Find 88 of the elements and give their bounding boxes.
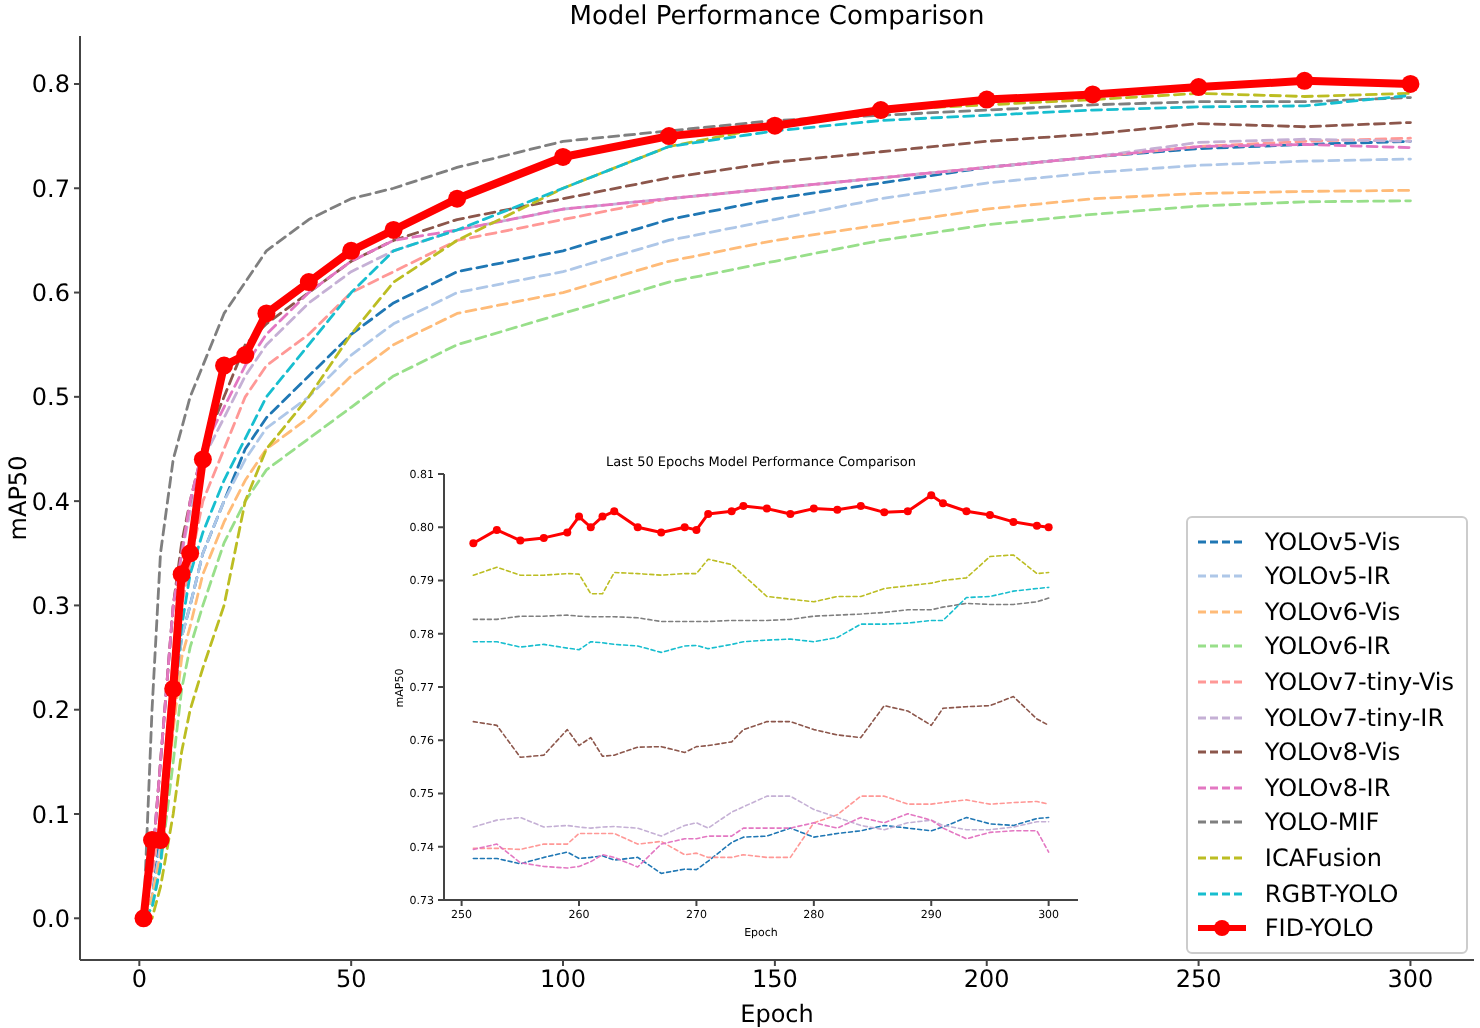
legend-label: YOLOv8-Vis xyxy=(1264,738,1401,767)
point xyxy=(833,505,842,514)
chart-title: Model Performance Comparison xyxy=(567,2,987,32)
line-series xyxy=(472,554,1050,603)
line-series xyxy=(472,597,1050,623)
point xyxy=(1032,521,1041,530)
point xyxy=(299,273,318,292)
point xyxy=(856,501,865,510)
point xyxy=(786,509,795,518)
legend-label: YOLOv7-tiny-IR xyxy=(1264,703,1445,732)
point xyxy=(1295,71,1314,90)
point xyxy=(977,90,996,109)
legend-label: RGBT-YOLO xyxy=(1264,879,1399,908)
point xyxy=(1044,523,1053,532)
point xyxy=(469,539,478,548)
point xyxy=(762,504,771,513)
point xyxy=(257,304,276,323)
legend-label: YOLOv5-IR xyxy=(1264,562,1391,591)
x-tick-label: 100 xyxy=(540,965,586,994)
point xyxy=(704,509,713,518)
point xyxy=(985,511,994,519)
point xyxy=(215,356,234,375)
point xyxy=(962,507,971,516)
line-series xyxy=(472,795,1050,859)
point xyxy=(938,499,947,508)
legend-label: YOLOv8-IR xyxy=(1264,773,1391,802)
y-tick-label: 0.7 xyxy=(31,174,70,203)
point xyxy=(492,525,501,534)
point xyxy=(172,565,191,584)
x-tick-label: 250 xyxy=(1175,965,1222,994)
point xyxy=(727,507,736,516)
point xyxy=(193,450,212,469)
y-tick-label: 0.5 xyxy=(31,383,70,412)
y-tick-label: 0.1 xyxy=(31,800,70,829)
point xyxy=(657,528,666,537)
line-series xyxy=(472,695,1050,759)
point xyxy=(342,241,361,260)
point xyxy=(516,536,525,545)
y-tick-label: 0.2 xyxy=(31,696,70,725)
point xyxy=(1189,78,1208,97)
legend-label: YOLO-MIF xyxy=(1264,808,1380,837)
x-tick-label: 150 xyxy=(751,965,798,994)
point xyxy=(575,512,584,521)
point xyxy=(1083,85,1102,104)
point xyxy=(384,220,403,239)
point xyxy=(1009,517,1018,526)
point xyxy=(692,525,701,534)
legend-label: YOLOv6-Vis xyxy=(1264,597,1401,626)
legend-label: YOLOv5-Vis xyxy=(1264,527,1401,556)
point xyxy=(903,507,912,516)
y-tick-label: 0.4 xyxy=(31,487,70,516)
point xyxy=(880,508,889,517)
point xyxy=(610,507,619,516)
point xyxy=(134,909,153,928)
legend-label: ICAFusion xyxy=(1264,844,1382,873)
y-axis-title: mAP50 xyxy=(4,455,32,541)
point xyxy=(659,127,678,146)
point xyxy=(871,101,890,120)
x-tick-label: 300 xyxy=(1387,965,1434,994)
point xyxy=(563,528,572,537)
point xyxy=(586,523,595,532)
x-tick-label: 0 xyxy=(131,965,147,994)
point xyxy=(554,147,573,166)
point xyxy=(539,533,548,542)
legend-label: FID-YOLO xyxy=(1264,914,1374,943)
point xyxy=(739,501,748,510)
point xyxy=(927,491,936,500)
point xyxy=(633,523,642,532)
y-tick-label: 0.3 xyxy=(31,591,70,620)
x-tick-label: 50 xyxy=(335,965,367,994)
line-series xyxy=(472,586,1050,654)
y-tick-label: 0.6 xyxy=(31,279,70,308)
point xyxy=(181,544,200,563)
point xyxy=(809,504,818,513)
legend-label: YOLOv6-IR xyxy=(1264,632,1391,661)
point xyxy=(765,116,784,135)
point xyxy=(680,523,689,532)
y-tick-label: 0.0 xyxy=(31,904,70,933)
point xyxy=(164,679,183,698)
point xyxy=(598,512,607,521)
x-tick-label: 200 xyxy=(963,965,1010,994)
point xyxy=(448,189,467,208)
x-axis-title: Epoch xyxy=(738,1000,816,1028)
line-series xyxy=(472,795,1050,837)
y-tick-label: 0.8 xyxy=(31,70,70,99)
legend-label: YOLOv7-tiny-Vis xyxy=(1264,668,1454,697)
point xyxy=(236,346,255,365)
point xyxy=(1401,74,1420,93)
